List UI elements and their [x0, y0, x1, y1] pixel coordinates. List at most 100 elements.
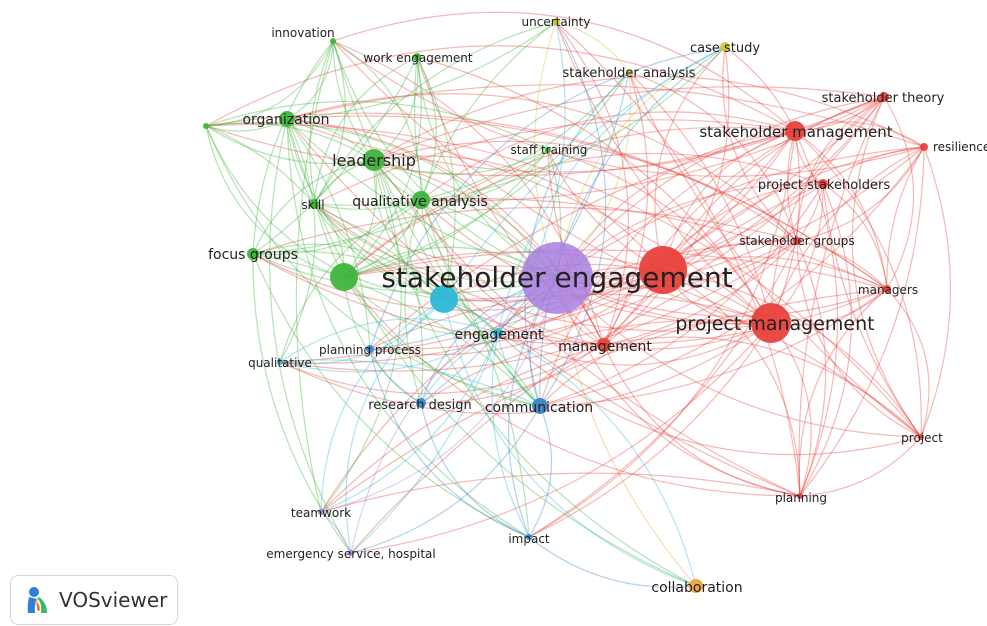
link-stakeholder-management--project	[794, 130, 922, 438]
node-label-case-study[interactable]: case study	[690, 41, 760, 56]
node-project-stakeholders[interactable]	[818, 179, 828, 189]
node-collaboration[interactable]	[689, 579, 703, 593]
node-leadership[interactable]	[363, 149, 385, 171]
link-focus-groups--innovation	[252, 40, 334, 255]
node-label-emergency-service-hospital[interactable]: emergency service, hospital	[266, 547, 435, 561]
link-resilience--organization	[286, 84, 925, 148]
link-project-management--skill	[313, 203, 772, 332]
node-label-stakeholder-theory[interactable]: stakeholder theory	[822, 91, 945, 106]
node-project[interactable]	[918, 434, 924, 440]
vosviewer-logo-icon	[27, 587, 47, 613]
node-planning[interactable]	[797, 493, 803, 499]
node-stakeholder-analysis[interactable]	[626, 69, 632, 75]
link-managers--green-hub	[343, 249, 888, 290]
link-stakeholder-engagement--stakeholder-management	[556, 130, 796, 279]
node-managers[interactable]	[883, 285, 891, 293]
node-skill[interactable]	[309, 199, 319, 209]
node-label-stakeholder-groups[interactable]: stakeholder groups	[739, 234, 854, 248]
node-label-engagement[interactable]: engagement	[454, 327, 544, 343]
node-green-left[interactable]	[203, 123, 209, 129]
node-organization[interactable]	[279, 111, 295, 127]
node-stakeholder-groups[interactable]	[793, 237, 801, 245]
node-emergency-service-hospital[interactable]	[348, 550, 354, 556]
node-label-innovation[interactable]: innovation	[271, 26, 334, 40]
link-stakeholder-management--planning-process	[369, 130, 796, 350]
link-stakeholder-engagement--collaboration	[556, 277, 697, 587]
node-impact[interactable]	[526, 534, 532, 540]
node-label-stakeholder-analysis[interactable]: stakeholder analysis	[562, 66, 695, 81]
node-work-engagement[interactable]	[413, 53, 421, 61]
link-managers--qualitative-analysis	[420, 198, 888, 290]
node-uncertainty[interactable]	[552, 18, 560, 26]
node-teamwork[interactable]	[318, 509, 324, 515]
link-focus-groups--work-engagement	[252, 56, 418, 255]
link-leadership--work-engagement	[373, 56, 419, 161]
node-stakeholder-engagement[interactable]	[521, 242, 593, 314]
link-leadership--cyan-hub	[373, 159, 445, 300]
node-research-design[interactable]	[416, 398, 426, 408]
node-label-management[interactable]: management	[558, 339, 652, 355]
node-label-focus-groups[interactable]: focus groups	[208, 247, 298, 263]
node-planning-process[interactable]	[366, 345, 374, 353]
node-label-collaboration[interactable]: collaboration	[651, 580, 742, 596]
link-stakeholder-management--green-hub	[343, 126, 796, 278]
node-label-stakeholder-engagement[interactable]: stakeholder engagement	[381, 261, 732, 294]
link-planning--leadership	[373, 159, 801, 497]
node-communication[interactable]	[532, 398, 548, 414]
link-cyan-hub--collaboration	[443, 298, 697, 587]
node-label-communication[interactable]: communication	[485, 400, 593, 416]
node-label-skill[interactable]: skill	[301, 198, 324, 212]
link-stakeholder-engagement--managers	[556, 277, 888, 317]
link-stakeholder-management--resilience	[794, 121, 925, 148]
node-engagement[interactable]	[493, 328, 503, 338]
node-focus-groups[interactable]	[247, 248, 259, 260]
link-stakeholder-engagement--project-stakeholders	[556, 183, 824, 279]
link-qualitative-analysis--uncertainty	[420, 21, 557, 201]
link-communication--case-study	[539, 46, 726, 407]
node-label-work-engagement[interactable]: work engagement	[363, 51, 472, 65]
node-label-project[interactable]: project	[901, 431, 943, 445]
node-label-teamwork[interactable]: teamwork	[291, 506, 351, 520]
link-project-management--engagement	[497, 322, 772, 366]
node-label-qualitative-analysis[interactable]: qualitative analysis	[352, 194, 488, 210]
node-label-stakeholder-management[interactable]: stakeholder management	[699, 123, 892, 141]
node-cyan-hub[interactable]	[430, 285, 458, 313]
node-project-management[interactable]	[751, 303, 791, 343]
link-engagement--qualitative	[279, 318, 499, 363]
node-label-impact[interactable]: impact	[508, 532, 550, 546]
node-label-project-stakeholders[interactable]: project stakeholders	[758, 178, 891, 193]
link-project-management--stakeholder-theory	[770, 96, 885, 324]
node-label-qualitative[interactable]: qualitative	[248, 356, 312, 370]
node-qualitative-analysis[interactable]	[412, 191, 430, 209]
node-label-leadership[interactable]: leadership	[332, 151, 416, 170]
node-stakeholder-theory[interactable]	[879, 92, 889, 102]
node-label-planning-process[interactable]: planning process	[319, 343, 421, 357]
node-red-hub[interactable]	[639, 246, 687, 294]
node-innovation[interactable]	[330, 38, 336, 44]
link-innovation--communication	[332, 40, 541, 407]
node-case-study[interactable]	[720, 42, 730, 52]
node-qualitative[interactable]	[277, 359, 283, 365]
link-red-hub--leadership	[373, 155, 664, 271]
link-stakeholder-groups--project	[796, 240, 922, 438]
node-label-resilience[interactable]: resilience	[933, 140, 987, 154]
node-label-planning[interactable]: planning	[775, 491, 827, 505]
link-resilience--innovation	[332, 40, 925, 177]
node-label-research-design[interactable]: research design	[368, 398, 472, 413]
node-label-organization[interactable]: organization	[242, 112, 329, 128]
node-label-uncertainty[interactable]: uncertainty	[522, 15, 591, 29]
node-green-hub[interactable]	[330, 263, 358, 291]
node-stakeholder-management[interactable]	[785, 121, 805, 141]
link-engagement--case-study	[497, 46, 726, 334]
node-label-project-management[interactable]: project management	[675, 313, 874, 335]
node-resilience[interactable]	[920, 143, 928, 151]
node-label-staff-training[interactable]: staff training	[511, 143, 588, 157]
link-stakeholder-theory--project	[851, 96, 922, 438]
node-label-managers[interactable]: managers	[858, 283, 918, 297]
node-staff-training[interactable]	[545, 147, 551, 153]
link-stakeholder-theory--leadership	[373, 86, 885, 161]
link-communication--uncertainty	[539, 21, 607, 407]
link-organization--emergency-service-hospital	[269, 118, 352, 554]
node-management[interactable]	[597, 338, 611, 352]
